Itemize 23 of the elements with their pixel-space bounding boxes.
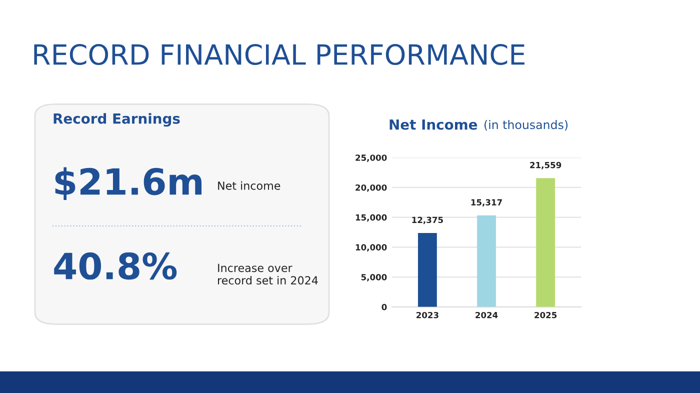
data-label: 21,559 [530, 162, 562, 170]
text: Net income [218, 181, 280, 190]
y-tick-label: 15,000 [356, 214, 387, 222]
x-tick-label: 2024 [476, 312, 498, 318]
text: 40.8% [54, 252, 177, 280]
bar [536, 178, 556, 307]
chart-title: Net Income [390, 119, 478, 130]
x-tick-label: 2023 [416, 312, 438, 318]
text: $21.6m [55, 167, 202, 200]
y-tick-label: 5,000 [361, 274, 387, 282]
data-label: 12,375 [412, 216, 443, 224]
y-tick-label: 0 [382, 304, 387, 310]
y-tick-label: 20,000 [356, 184, 387, 192]
y-tick-label: 10,000 [356, 244, 387, 252]
text: Record Earnings [54, 113, 180, 127]
bar [418, 233, 437, 307]
text: RECORD FINANCIAL PERFORMANCE [34, 44, 524, 66]
chart-subtitle: (in thousands) [484, 120, 568, 131]
data-label: 15,317 [471, 199, 502, 207]
bar [477, 215, 496, 307]
x-tick-label: 2025 [534, 312, 557, 318]
y-tick-label: 25,000 [356, 154, 387, 162]
text: Increase over record set in 2024 [218, 264, 318, 285]
